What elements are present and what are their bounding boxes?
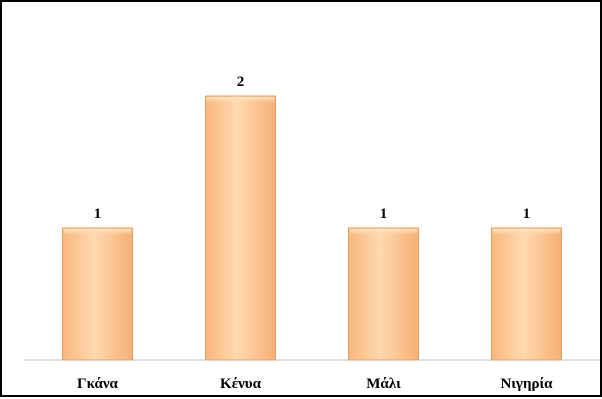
data-label-4: 1: [523, 206, 531, 222]
category-label-3: Μάλι: [366, 376, 401, 392]
bar-3: [348, 227, 419, 361]
data-label-2: 2: [237, 74, 245, 90]
category-label-4: Νιγηρία: [500, 376, 553, 392]
bar-1: [62, 227, 133, 361]
bar-2: [205, 95, 276, 361]
category-label-1: Γκάνα: [77, 376, 119, 392]
data-label-1: 1: [94, 206, 102, 222]
bar-highlight-3: [349, 229, 418, 235]
data-labels-layer: 1 2 1 1: [94, 74, 531, 222]
bars-layer: [62, 95, 562, 361]
bar-highlight-2: [206, 97, 275, 103]
category-label-2: Κένυα: [220, 376, 262, 392]
data-label-3: 1: [380, 206, 388, 222]
category-labels-layer: Γκάνα Κένυα Μάλι Νιγηρία: [77, 376, 553, 392]
bar-highlight-4: [492, 229, 561, 235]
bar-highlight-1: [63, 229, 132, 235]
bar-4: [491, 227, 562, 361]
